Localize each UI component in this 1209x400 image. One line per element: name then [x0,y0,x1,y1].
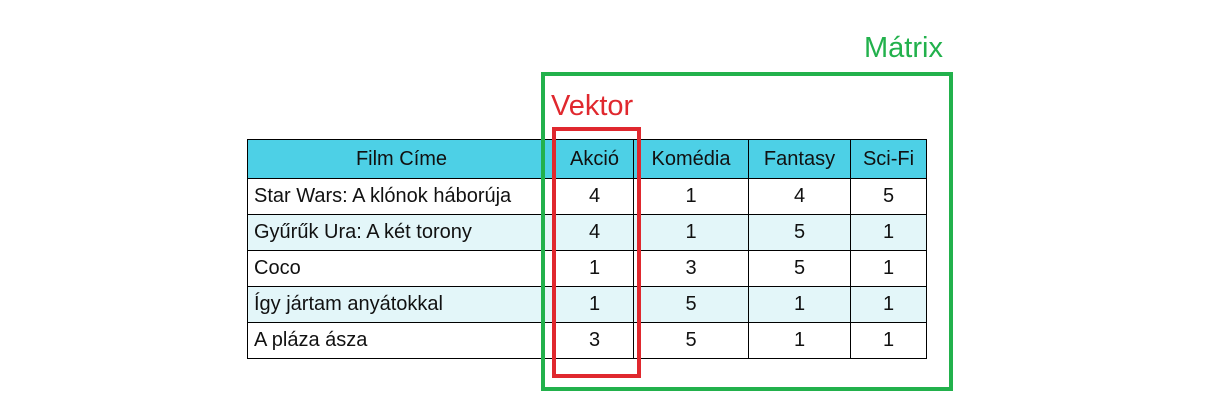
matrix-highlight-box [541,72,953,391]
table-row: Így jártam anyátokkal 1 5 1 1 [247,286,927,323]
komedia-cell: 5 [633,322,749,359]
header-film-title: Film Címe [247,139,556,179]
akcio-cell: 4 [555,178,634,215]
vector-label: Vektor [551,90,634,122]
film-title-cell: Így jártam anyátokkal [247,286,556,323]
matrix-label: Mátrix [864,32,943,64]
komedia-cell: 3 [633,250,749,287]
table-row: Star Wars: A klónok háborúja 4 1 4 5 [247,178,927,215]
komedia-cell: 1 [633,178,749,215]
fantasy-cell: 1 [748,286,851,323]
fantasy-cell: 5 [748,214,851,251]
film-title-cell: A pláza ásza [247,322,556,359]
vector-highlight-box [552,127,641,378]
scifi-cell: 1 [850,214,927,251]
header-scifi: Sci-Fi [850,139,927,179]
movie-genre-table: Film Címe Akció Komédia Fantasy Sci-Fi S… [247,139,927,359]
akcio-cell: 4 [555,214,634,251]
fantasy-cell: 4 [748,178,851,215]
table-row: A pláza ásza 3 5 1 1 [247,322,927,359]
header-fantasy: Fantasy [748,139,851,179]
komedia-cell: 5 [633,286,749,323]
table-row: Gyűrűk Ura: A két torony 4 1 5 1 [247,214,927,251]
scifi-cell: 1 [850,322,927,359]
komedia-cell: 1 [633,214,749,251]
scifi-cell: 5 [850,178,927,215]
akcio-cell: 3 [555,322,634,359]
akcio-cell: 1 [555,250,634,287]
table-row: Coco 1 3 5 1 [247,250,927,287]
film-title-cell: Gyűrűk Ura: A két torony [247,214,556,251]
fantasy-cell: 1 [748,322,851,359]
film-title-cell: Coco [247,250,556,287]
akcio-cell: 1 [555,286,634,323]
scifi-cell: 1 [850,250,927,287]
scifi-cell: 1 [850,286,927,323]
film-title-cell: Star Wars: A klónok háborúja [247,178,556,215]
table-header-row: Film Címe Akció Komédia Fantasy Sci-Fi [247,139,927,179]
